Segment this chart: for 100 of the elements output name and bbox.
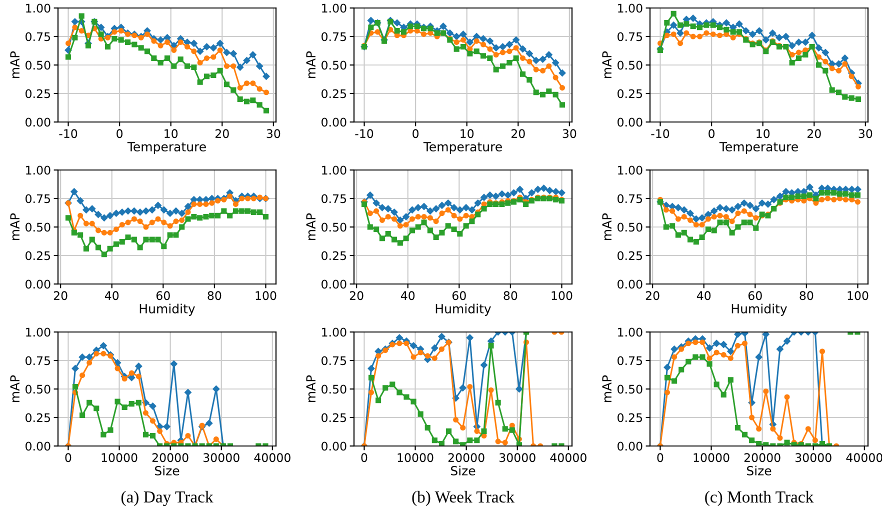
text: (b) Week Track — [412, 490, 514, 506]
y-tick-label: 0.50 — [26, 60, 50, 70]
y-tick-label: 0.75 — [322, 194, 346, 204]
y-tick-label: 0.75 — [26, 32, 50, 42]
x-tick-label: 100 — [552, 291, 572, 300]
x-tick-label: 10 — [460, 129, 474, 138]
y-tick-label: 0.50 — [322, 222, 346, 232]
x-tick-label: 10 — [164, 129, 178, 138]
y-axis-title: mAP — [602, 375, 612, 402]
y-tick-label: 0.50 — [618, 60, 642, 70]
x-tick-label: 100 — [848, 291, 868, 300]
y-axis-title: mAP — [306, 213, 316, 240]
y-tick-label: 0.25 — [322, 251, 346, 260]
y-tick-label: 1.00 — [26, 328, 50, 337]
x-tick-label: 10000 — [398, 453, 434, 462]
y-tick-label: 0.25 — [26, 413, 50, 422]
x-tick-label: 10000 — [102, 453, 138, 462]
y-tick-label: 1.00 — [618, 4, 642, 13]
x-tick-label: 40000 — [550, 453, 586, 462]
x-axis-title: Humidity — [140, 304, 195, 316]
y-tick-label: 0.00 — [26, 442, 50, 451]
x-tick-label: 0 — [65, 453, 72, 462]
y-axis-title: mAP — [602, 213, 612, 240]
y-tick-label: 0.75 — [618, 32, 642, 42]
x-axis-title: Humidity — [732, 304, 787, 316]
x-axis-title: Temperature — [423, 142, 502, 154]
x-tick-label: 20 — [350, 291, 364, 300]
y-tick-label: 0.00 — [322, 442, 346, 451]
y-tick-label: 0.50 — [26, 384, 50, 394]
y-tick-label: 0.25 — [322, 413, 346, 422]
x-tick-label: 30 — [858, 129, 872, 138]
x-tick-label: 40000 — [846, 453, 882, 462]
y-tick-label: 0.25 — [26, 89, 50, 98]
y-tick-label: 1.00 — [618, 166, 642, 175]
y-tick-label: 0.75 — [26, 356, 50, 366]
y-tick-label: 0.75 — [618, 356, 642, 366]
x-tick-label: 30 — [562, 129, 576, 138]
x-tick-label: 0 — [708, 129, 715, 138]
y-tick-label: 0.75 — [618, 194, 642, 204]
y-tick-label: 0.00 — [618, 442, 642, 451]
y-tick-label: 0.50 — [618, 222, 642, 232]
y-tick-label: 0.50 — [322, 60, 346, 70]
y-tick-label: 0.50 — [618, 384, 642, 394]
x-tick-label: 40 — [696, 291, 711, 300]
y-tick-label: 0.50 — [322, 384, 346, 394]
x-axis-title: Humidity — [436, 304, 491, 316]
y-tick-label: 1.00 — [26, 4, 50, 13]
y-axis-title: mAP — [306, 51, 316, 78]
x-tick-label: 30000 — [203, 453, 240, 462]
y-tick-label: 0.25 — [322, 89, 346, 98]
x-tick-label: -10 — [651, 129, 670, 138]
x-tick-label: 60 — [156, 291, 170, 300]
x-tick-label: 30000 — [499, 453, 536, 462]
y-tick-label: 0.75 — [322, 356, 346, 366]
x-tick-label: 0 — [361, 453, 368, 462]
y-axis-title: mAP — [10, 213, 20, 240]
x-tick-label: 20 — [511, 129, 525, 138]
y-tick-label: 0.25 — [618, 251, 642, 260]
x-axis-title: Temperature — [719, 142, 798, 154]
y-tick-label: 0.50 — [26, 222, 50, 232]
y-tick-label: 0.00 — [618, 280, 642, 289]
y-axis-title: mAP — [306, 375, 316, 402]
y-tick-label: 0.00 — [322, 280, 346, 289]
y-tick-label: 0.25 — [618, 413, 642, 422]
y-tick-label: 1.00 — [618, 328, 642, 337]
x-tick-label: 30000 — [795, 453, 832, 462]
y-tick-label: 0.75 — [26, 194, 50, 204]
x-axis-title: Size — [154, 466, 180, 476]
x-tick-label: 40 — [400, 291, 415, 300]
x-axis-title: Size — [450, 466, 476, 476]
x-tick-label: 20 — [646, 291, 660, 300]
y-axis-title: mAP — [602, 51, 612, 78]
x-tick-label: 30 — [266, 129, 280, 138]
y-tick-label: 0.75 — [322, 32, 346, 42]
x-tick-label: 20 — [215, 129, 229, 138]
x-axis-title: Size — [746, 466, 772, 476]
y-tick-label: 0.00 — [322, 118, 346, 127]
text: (a) Day Track — [121, 490, 214, 506]
y-tick-label: 0.00 — [26, 118, 50, 127]
y-tick-label: 0.00 — [618, 118, 642, 127]
x-tick-label: 40000 — [254, 453, 290, 462]
y-tick-label: 1.00 — [322, 166, 346, 175]
y-tick-label: 0.00 — [26, 280, 50, 289]
x-tick-label: 80 — [800, 291, 814, 300]
y-axis-title: mAP — [10, 375, 20, 402]
x-tick-label: -10 — [59, 129, 78, 138]
y-tick-label: 1.00 — [322, 4, 346, 13]
y-axis-title: mAP — [10, 51, 20, 78]
x-tick-label: 100 — [256, 291, 276, 300]
x-tick-label: -10 — [355, 129, 374, 138]
text: (c) Month Track — [705, 490, 814, 506]
x-tick-label: 0 — [412, 129, 419, 138]
y-tick-label: 0.25 — [618, 89, 642, 98]
x-tick-label: 0 — [116, 129, 123, 138]
x-tick-label: 80 — [208, 291, 222, 300]
x-tick-label: 80 — [504, 291, 518, 300]
x-tick-label: 20000 — [448, 453, 484, 462]
x-tick-label: 60 — [748, 291, 762, 300]
x-tick-label: 40 — [104, 291, 119, 300]
x-tick-label: 10 — [756, 129, 770, 138]
